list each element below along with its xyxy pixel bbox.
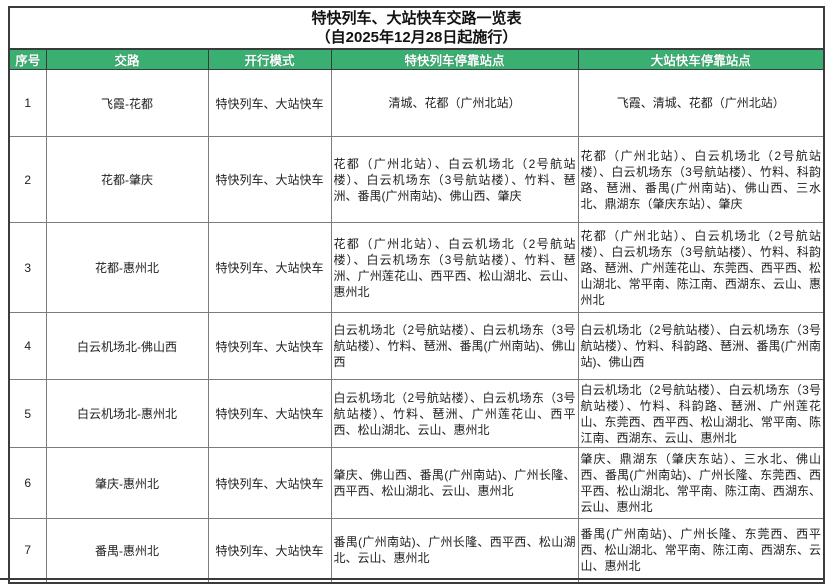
cell-mode: 特快列车、大站快车 (207, 69, 332, 137)
cell-express-stops: 花都（广州北站）、白云机场北（2号航站楼）、白云机场东（3号航站楼）、竹料、琶洲… (330, 136, 579, 223)
train-routes-table: 特快列车、大站快车交路一览表 （自2025年12月28日起施行） 序号 交路 开… (7, 6, 826, 584)
table-body: 1 飞霞-花都 特快列车、大站快车 清城、花都（广州北站） 飞霞、清城、花都（广… (8, 69, 825, 583)
table-row: 1 飞霞-花都 特快列车、大站快车 清城、花都（广州北站） 飞霞、清城、花都（广… (8, 69, 825, 137)
cell-route: 白云机场北-佛山西 (45, 312, 209, 380)
cell-seq: 1 (8, 69, 47, 137)
cell-route: 肇庆-惠州北 (45, 447, 209, 519)
cell-major-stops: 花都（广州北站）、白云机场北（2号航站楼）、白云机场东（3号航站楼）、竹料、科韵… (577, 222, 825, 313)
cell-mode: 特快列车、大站快车 (207, 222, 332, 313)
cell-mode: 特快列车、大站快车 (207, 136, 332, 223)
cell-major-stops: 白云机场北（2号航站楼）、白云机场东（3号航站楼）、竹料、科韵路、琶洲、番禺(广… (577, 312, 825, 380)
table-row: 7 番禺-惠州北 特快列车、大站快车 番禺(广州南站)、广州长隆、西平西、松山湖… (8, 518, 825, 583)
table-bottom-rule (0, 578, 823, 580)
table-subtitle: （自2025年12月28日起施行） (315, 29, 518, 46)
cell-major-stops: 肇庆、鼎湖东（肇庆东站）、三水北、佛山西、番禺(广州南站)、广州长隆、东莞西、西… (577, 447, 825, 519)
header-mode: 开行模式 (207, 48, 332, 70)
cell-express-stops: 白云机场北（2号航站楼）、白云机场东（3号航站楼）、竹料、琶洲、番禺(广州南站)… (330, 312, 579, 380)
title-row: 特快列车、大站快车交路一览表 （自2025年12月28日起施行） (7, 6, 826, 50)
cell-mode: 特快列车、大站快车 (207, 312, 332, 380)
cell-major-stops: 番禺(广州南站)、广州长隆、东莞西、西平西、松山湖北、常平南、陈江南、西湖东、云… (577, 518, 825, 583)
cell-route: 花都-肇庆 (45, 136, 209, 223)
header-row: 序号 交路 开行模式 特快列车停靠站点 大站快车停靠站点 (8, 48, 825, 70)
table-title-cell: 特快列车、大站快车交路一览表 （自2025年12月28日起施行） (7, 6, 826, 50)
table-row: 4 白云机场北-佛山西 特快列车、大站快车 白云机场北（2号航站楼）、白云机场东… (8, 312, 825, 380)
cell-route: 白云机场北-惠州北 (45, 379, 209, 448)
cell-major-stops: 花都（广州北站）、白云机场北（2号航站楼）、白云机场东（3号航站楼）、竹料、科韵… (577, 136, 825, 223)
cell-major-stops: 白云机场北（2号航站楼）、白云机场东（3号航站楼）、竹料、科韵路、琶洲、广州莲花… (577, 379, 825, 448)
cell-mode: 特快列车、大站快车 (207, 379, 332, 448)
table-row: 6 肇庆-惠州北 特快列车、大站快车 肇庆、佛山西、番禺(广州南站)、广州长隆、… (8, 447, 825, 519)
cell-express-stops: 白云机场北（2号航站楼）、白云机场东（3号航站楼）、竹料、琶洲、广州莲花山、西平… (330, 379, 579, 448)
table-row: 3 花都-惠州北 特快列车、大站快车 花都（广州北站）、白云机场北（2号航站楼）… (8, 222, 825, 313)
cell-express-stops: 花都（广州北站）、白云机场北（2号航站楼）、白云机场东（3号航站楼）、竹料、琶洲… (330, 222, 579, 313)
cell-route: 飞霞-花都 (45, 69, 209, 137)
cell-mode: 特快列车、大站快车 (207, 518, 332, 583)
cell-seq: 7 (8, 518, 47, 583)
cell-route: 番禺-惠州北 (45, 518, 209, 583)
cell-express-stops: 清城、花都（广州北站） (330, 69, 579, 137)
cell-seq: 5 (8, 379, 47, 448)
table-title: 特快列车、大站快车交路一览表 (311, 10, 522, 27)
cell-major-stops: 飞霞、清城、花都（广州北站） (577, 69, 825, 137)
header-seq: 序号 (8, 48, 47, 70)
cell-route: 花都-惠州北 (45, 222, 209, 313)
cell-express-stops: 番禺(广州南站)、广州长隆、西平西、松山湖北、云山、惠州北 (330, 518, 579, 583)
table-row: 2 花都-肇庆 特快列车、大站快车 花都（广州北站）、白云机场北（2号航站楼）、… (8, 136, 825, 223)
cell-seq: 4 (8, 312, 47, 380)
header-route: 交路 (45, 48, 209, 70)
cell-seq: 3 (8, 222, 47, 313)
cell-express-stops: 肇庆、佛山西、番禺(广州南站)、广州长隆、西平西、松山湖北、云山、惠州北 (330, 447, 579, 519)
header-major-stops: 大站快车停靠站点 (577, 48, 825, 70)
cell-seq: 6 (8, 447, 47, 519)
header-express-stops: 特快列车停靠站点 (330, 48, 579, 70)
cell-seq: 2 (8, 136, 47, 223)
cell-mode: 特快列车、大站快车 (207, 447, 332, 519)
table-row: 5 白云机场北-惠州北 特快列车、大站快车 白云机场北（2号航站楼）、白云机场东… (8, 379, 825, 448)
